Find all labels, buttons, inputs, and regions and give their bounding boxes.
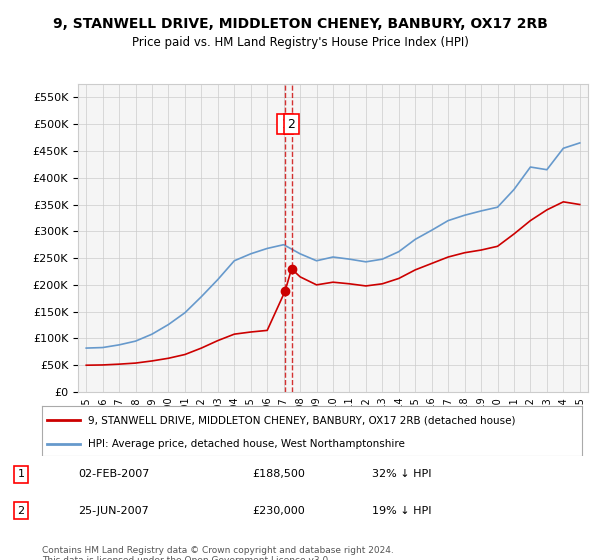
Text: 1: 1 [281,118,289,130]
Text: 2: 2 [17,506,25,516]
Text: 02-FEB-2007: 02-FEB-2007 [78,469,149,479]
Text: 2: 2 [287,118,295,130]
Text: Contains HM Land Registry data © Crown copyright and database right 2024.
This d: Contains HM Land Registry data © Crown c… [42,546,394,560]
Text: 32% ↓ HPI: 32% ↓ HPI [372,469,431,479]
Text: £230,000: £230,000 [252,506,305,516]
Text: 25-JUN-2007: 25-JUN-2007 [78,506,149,516]
Text: 9, STANWELL DRIVE, MIDDLETON CHENEY, BANBURY, OX17 2RB (detached house): 9, STANWELL DRIVE, MIDDLETON CHENEY, BAN… [88,415,515,425]
Text: £188,500: £188,500 [252,469,305,479]
Text: 19% ↓ HPI: 19% ↓ HPI [372,506,431,516]
Text: Price paid vs. HM Land Registry's House Price Index (HPI): Price paid vs. HM Land Registry's House … [131,36,469,49]
Text: 9, STANWELL DRIVE, MIDDLETON CHENEY, BANBURY, OX17 2RB: 9, STANWELL DRIVE, MIDDLETON CHENEY, BAN… [53,17,547,31]
Text: HPI: Average price, detached house, West Northamptonshire: HPI: Average price, detached house, West… [88,439,405,449]
Text: 1: 1 [17,469,25,479]
